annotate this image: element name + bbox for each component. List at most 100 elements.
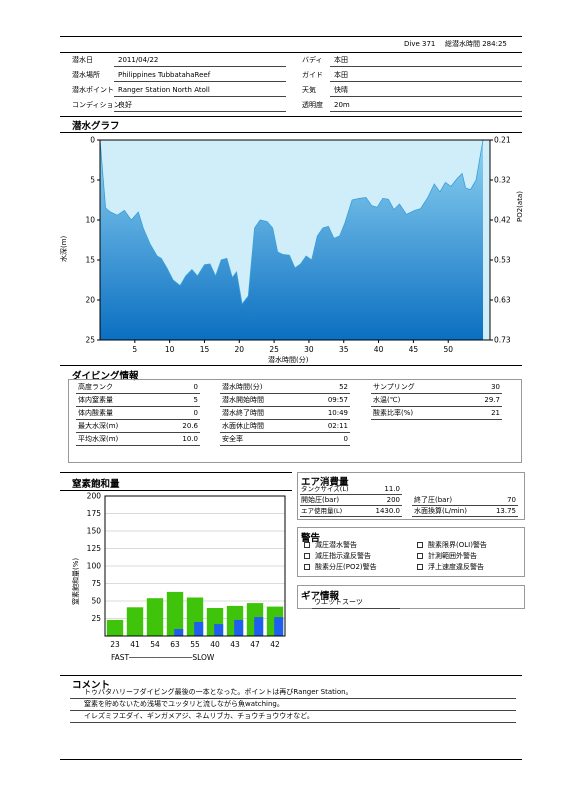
nitrogen-plot-frame xyxy=(104,495,286,637)
start-pressure-label: 開始圧(bar) xyxy=(301,496,340,504)
date-value: 2011/04/22 xyxy=(118,56,159,64)
dive-number: Dive 371 xyxy=(404,40,436,48)
body-nitrogen-value: 5 xyxy=(193,396,198,404)
weather-label: 天気 xyxy=(302,86,316,94)
body-nitrogen-label: 体内窒素量 xyxy=(78,396,113,404)
warning-decompression: 減圧潜水警告 xyxy=(304,542,357,549)
nitrogen-tick-label: 125 xyxy=(87,544,102,553)
po2-tick-label: 0.42 xyxy=(494,216,511,225)
point-label: 潜水ポイント xyxy=(72,86,114,94)
air-used-label: エア使用量(L) xyxy=(301,507,343,515)
comment-line-3: イレズミフエダイ、ギンガメアジ、ネムリブカ、チョウチョウウオなど。 xyxy=(84,712,314,720)
guide-label: ガイド xyxy=(302,71,323,79)
comment-line-2: 窒素を貯めないため浅場でユッタリと流しながら魚watching。 xyxy=(84,700,284,708)
plot-frame xyxy=(99,139,491,341)
dive-graph-title: 潜水グラフ xyxy=(72,121,120,132)
nitrogen-category-label: 40 xyxy=(210,640,220,649)
point-value: Ranger Station North Atoll xyxy=(118,86,210,94)
checkbox-icon xyxy=(417,564,423,570)
depth-tick-label: 20 xyxy=(85,296,95,305)
altitude-rank-label: 高度ランク xyxy=(78,383,113,391)
nitrogen-tick-label: 150 xyxy=(87,527,102,536)
body-oxygen-label: 体内酸素量 xyxy=(78,409,113,417)
nitrogen-bar-total xyxy=(146,598,164,636)
time-tick-label: 25 xyxy=(269,345,279,354)
end-time-value: 10:49 xyxy=(327,409,348,417)
checkbox-icon xyxy=(417,542,423,548)
time-tick-label: 5 xyxy=(132,345,137,354)
gear-item: ウエットスーツ xyxy=(314,598,363,606)
po2-tick-label: 0.32 xyxy=(494,176,511,185)
surface-interval-value: 02:11 xyxy=(327,422,348,430)
nitrogen-bar-total xyxy=(106,619,124,636)
po2-tick-label: 0.63 xyxy=(494,296,511,305)
altitude-rank-value: 0 xyxy=(193,383,198,391)
time-tick-label: 50 xyxy=(443,345,453,354)
warning-title: 警告 xyxy=(301,533,321,544)
max-depth-label: 最大水深(m) xyxy=(78,422,119,430)
nitrogen-tick-label: 175 xyxy=(87,509,102,518)
place-label: 潜水場所 xyxy=(72,71,100,79)
start-time-value: 09:57 xyxy=(327,396,348,404)
max-depth-value: 20.6 xyxy=(182,422,198,430)
place-value: Philippines TubbatahaReef xyxy=(118,71,211,79)
nitrogen-category-label: 55 xyxy=(190,640,200,649)
nitrogen-category-label: 23 xyxy=(110,640,120,649)
start-time-label: 潜水開始時間 xyxy=(222,396,264,404)
time-tick-label: 40 xyxy=(374,345,384,354)
nitrogen-tick-label: 75 xyxy=(91,579,101,588)
water-temp-label: 水温(℃) xyxy=(373,396,401,404)
time-axis-label: 潜水時間(分) xyxy=(268,356,309,364)
depth-tick-label: 25 xyxy=(85,336,95,345)
checkbox-icon xyxy=(417,553,423,559)
air-used-value: 1430.0 xyxy=(375,507,401,515)
nitrogen-bar-slow xyxy=(174,629,184,636)
end-time-label: 潜水終了時間 xyxy=(222,409,264,417)
nitrogen-bar-total xyxy=(126,607,144,636)
depth-profile-line xyxy=(99,139,484,305)
guide-value: 本田 xyxy=(334,71,348,79)
depth-tick-label: 0 xyxy=(90,136,95,145)
nitrogen-bar-slow xyxy=(194,622,204,636)
surface-rate-label: 水面換算(L/min) xyxy=(414,507,467,515)
diving-info-box xyxy=(68,379,522,463)
nitrogen-bar-slow xyxy=(254,617,264,636)
warning-out-of-range: 計測範囲外警告 xyxy=(417,553,477,560)
diving-info-title: ダイビング情報 xyxy=(72,371,139,382)
tank-size-value: 11.0 xyxy=(384,485,400,493)
dive-time-value: 52 xyxy=(339,383,348,391)
po2-tick-label: 0.21 xyxy=(494,136,511,145)
nitrogen-category-label: 63 xyxy=(170,640,180,649)
nitrogen-category-label: 43 xyxy=(230,640,240,649)
date-label: 潜水日 xyxy=(72,56,93,64)
po2-tick-label: 0.73 xyxy=(494,336,511,345)
nitrogen-bar-slow xyxy=(214,624,224,636)
nitrogen-bar-chart: 200 175 150 125 100 75 50 25 23 41 54 63 55 40 43 47 42 xyxy=(87,492,286,649)
gear-title: ギア情報 xyxy=(301,591,340,602)
depth-profile-area xyxy=(100,140,484,340)
weather-value: 快晴 xyxy=(334,86,348,94)
surface-interval-label: 水面休止時間 xyxy=(222,422,264,430)
gear-box xyxy=(297,585,525,609)
nitrogen-category-label: 47 xyxy=(250,640,260,649)
time-tick-label: 35 xyxy=(339,345,349,354)
checkbox-icon xyxy=(304,542,310,548)
nitrogen-title: 窒素飽和量 xyxy=(72,479,120,490)
start-pressure-value: 200 xyxy=(386,496,400,504)
checkbox-icon xyxy=(304,564,310,570)
air-box xyxy=(297,472,525,520)
time-tick-label: 10 xyxy=(165,345,175,354)
nitrogen-category-label: 41 xyxy=(130,640,140,649)
nitrogen-bar-slow xyxy=(274,617,284,636)
comment-title: コメント xyxy=(72,680,111,691)
avg-depth-label: 平均水深(m) xyxy=(78,435,119,443)
sampling-value: 30 xyxy=(491,383,500,391)
end-pressure-value: 70 xyxy=(507,496,516,504)
sampling-label: サンプリング xyxy=(373,383,415,391)
warning-po2: 酸素分圧(PO2)警告 xyxy=(304,564,377,571)
total-dive-time: 総潜水時間 284:25 xyxy=(445,40,507,48)
nitrogen-tick-label: 25 xyxy=(91,614,101,623)
visibility-label: 透明度 xyxy=(302,101,323,109)
depth-tick-label: 5 xyxy=(90,176,95,185)
nitrogen-category-label: 54 xyxy=(150,640,160,649)
